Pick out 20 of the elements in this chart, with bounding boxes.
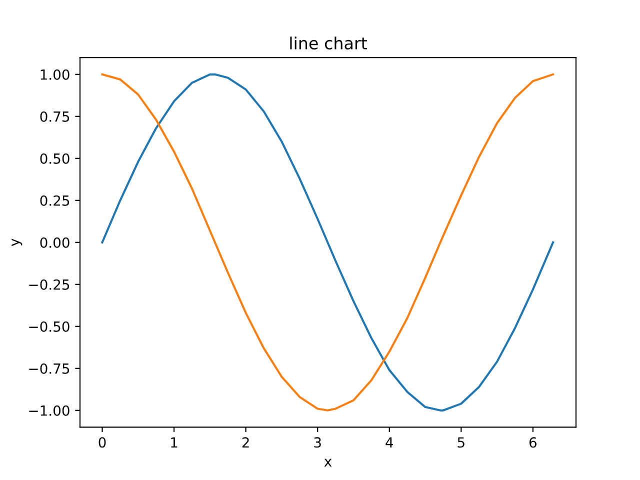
x-tick-label: 0: [98, 437, 106, 448]
x-tick-label: 2: [242, 437, 249, 448]
x-axis-title: x: [324, 458, 332, 466]
y-tick-label: 0.75: [40, 111, 70, 122]
y-tick-label: −0.75: [29, 363, 70, 374]
x-tick-label: 6: [529, 437, 536, 448]
x-tick-label: 4: [386, 437, 394, 448]
y-tick-label: 0.25: [40, 195, 70, 206]
y-tick-label: −0.25: [29, 279, 70, 290]
y-tick-label: 1.00: [40, 69, 70, 80]
y-axis-title: y: [12, 238, 22, 246]
y-tick-label: 0.50: [40, 153, 70, 164]
y-tick-label: −0.50: [29, 321, 70, 332]
x-tick-label: 5: [458, 437, 464, 448]
chart-title: line chart: [290, 36, 367, 50]
x-tick-label: 3: [314, 437, 321, 448]
y-tick-label: −1.00: [29, 405, 70, 416]
x-tick-label: 1: [171, 437, 178, 448]
line-series: [101, 73, 554, 412]
y-tick-label: 0.00: [40, 237, 70, 248]
